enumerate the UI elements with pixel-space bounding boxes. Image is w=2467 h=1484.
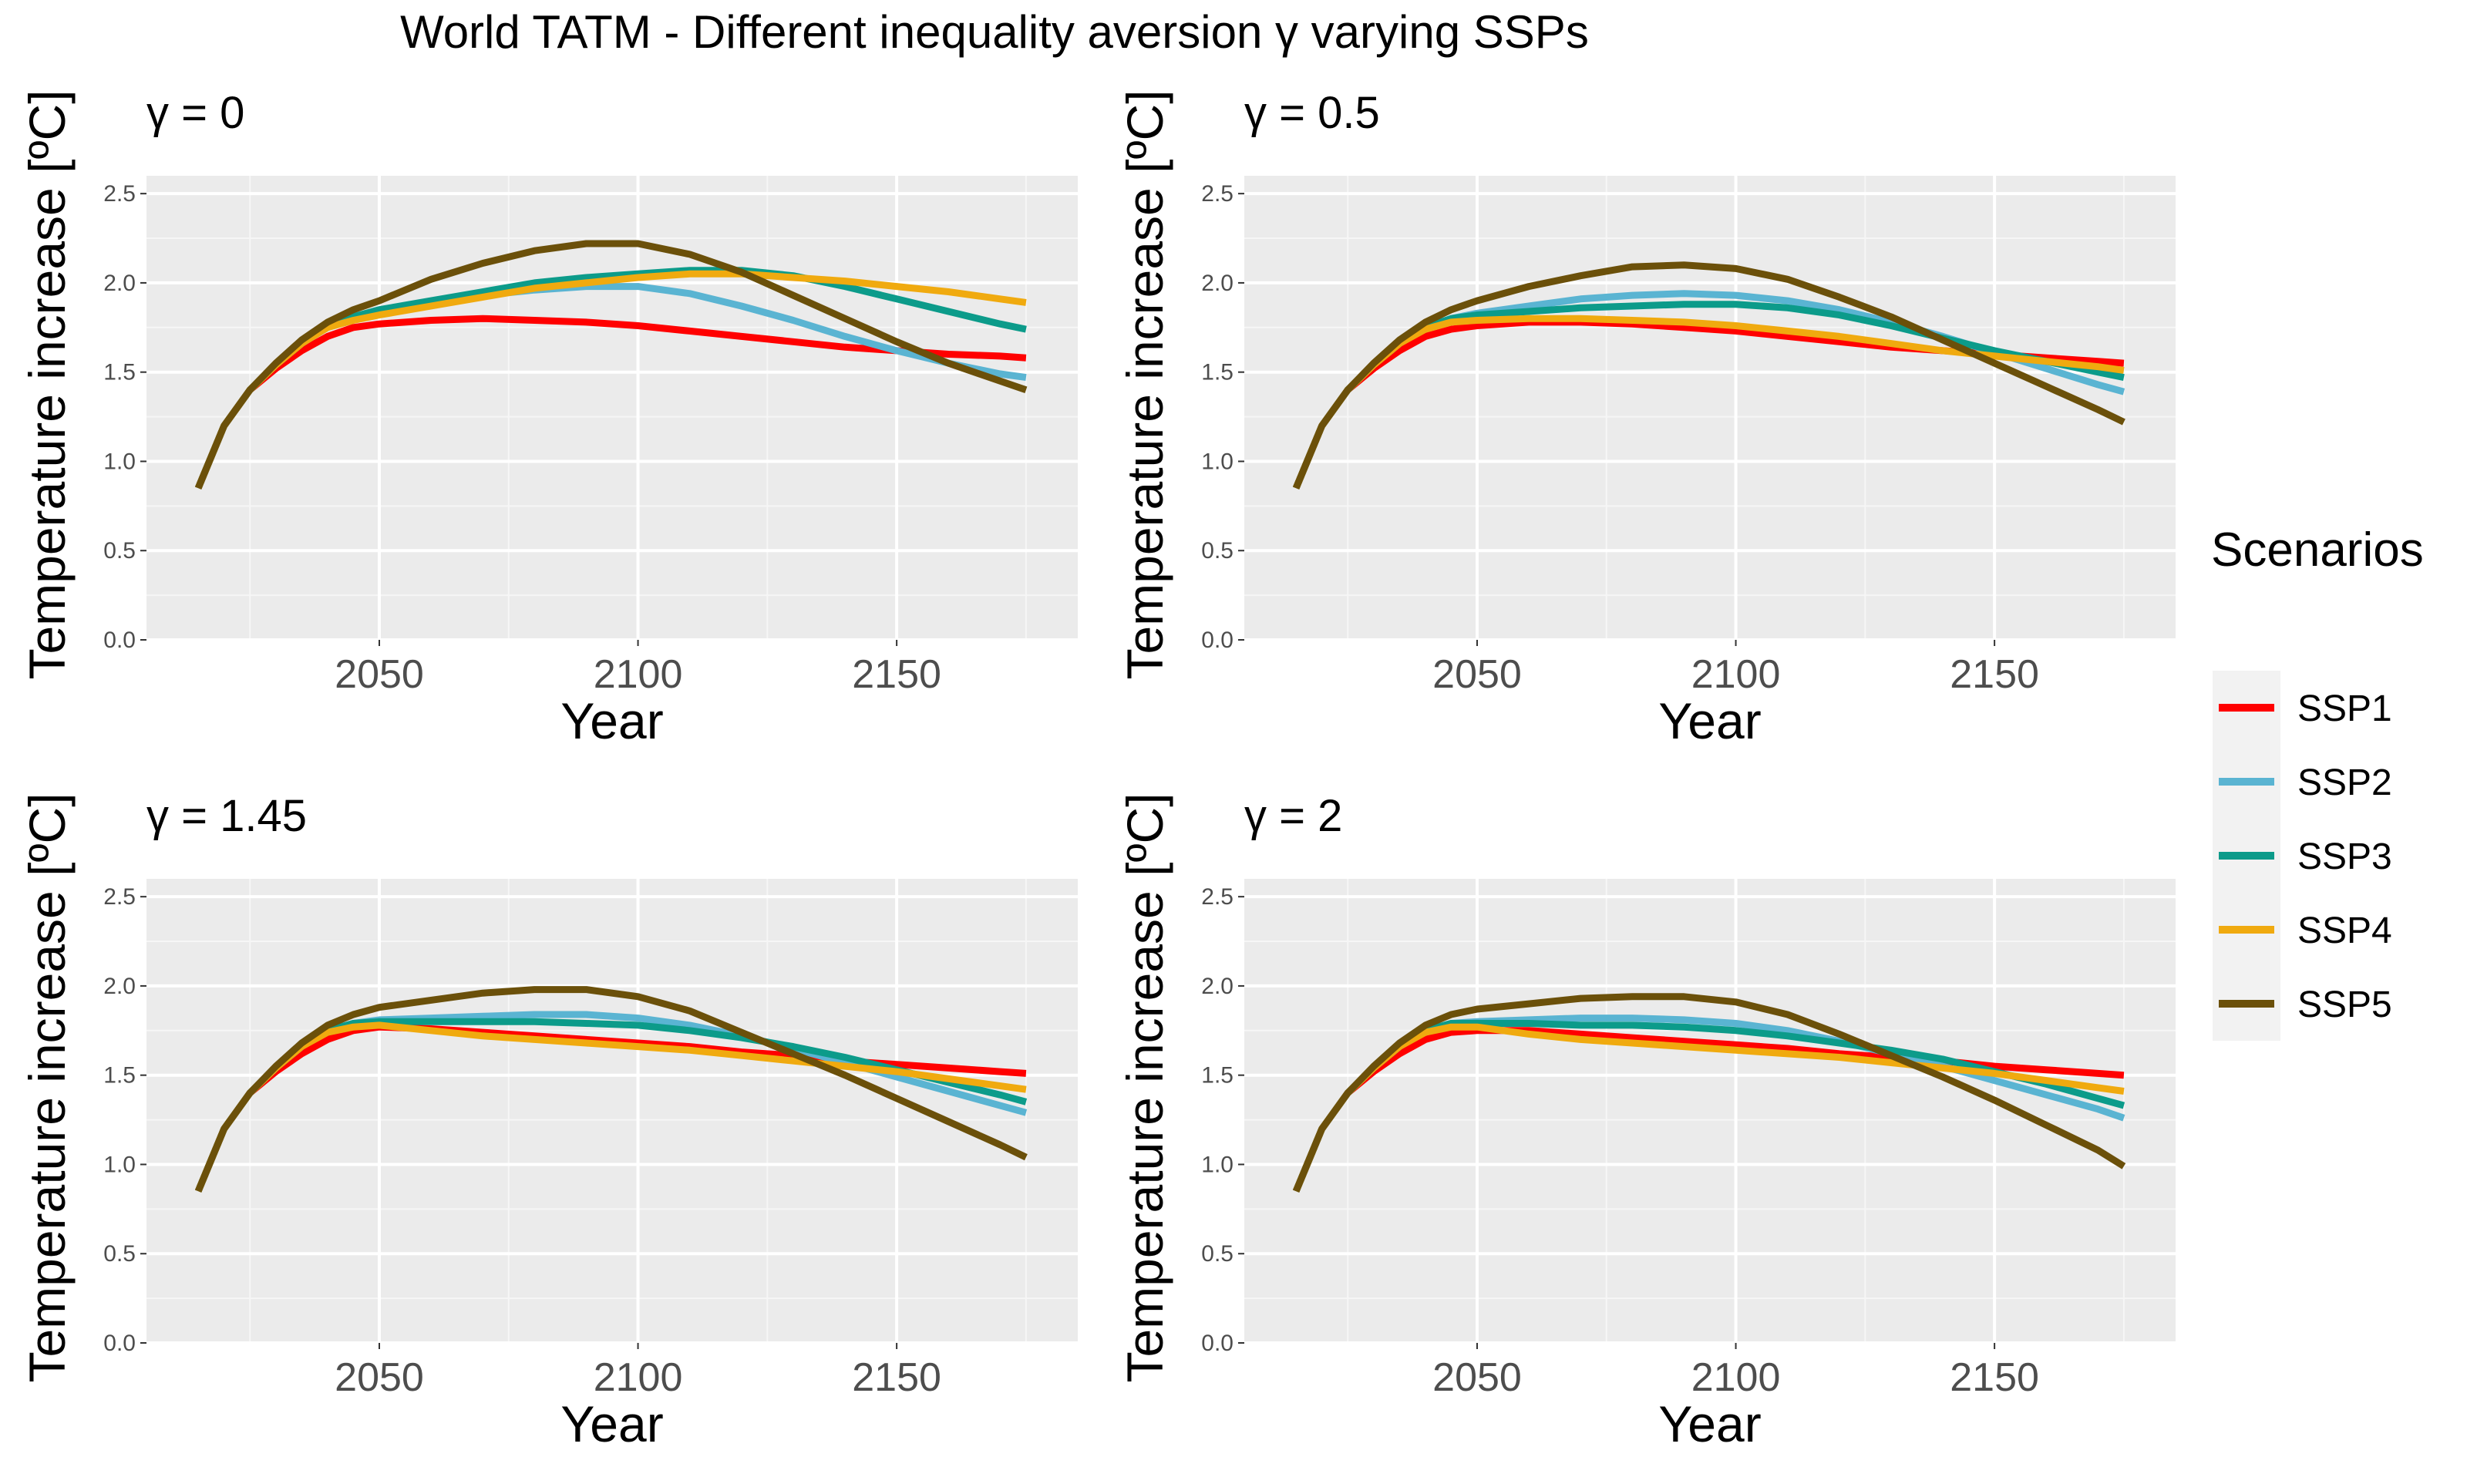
- panel-subtitle: γ = 1.45: [146, 791, 307, 841]
- y-tick-label: 2.0: [103, 974, 136, 999]
- y-tick-label: 2.5: [1201, 181, 1234, 207]
- y-tick-label: 0.5: [103, 538, 136, 564]
- series-line-ssp5: [1292, 261, 2125, 490]
- x-tick-label: 2050: [1432, 652, 1522, 697]
- y-tick-label: 1.0: [1201, 449, 1234, 474]
- panel-background: [146, 176, 1078, 640]
- y-axis-title: Temperature increase [ºC]: [1116, 89, 1173, 679]
- panel-background: [146, 879, 1078, 1343]
- y-tick-label: 1.0: [103, 449, 136, 474]
- y-tick-label: 2.5: [1201, 884, 1234, 910]
- y-tick-label: 1.5: [103, 360, 136, 385]
- series-line-ssp5: [1292, 993, 2126, 1193]
- x-tick-label: 2100: [594, 652, 683, 697]
- x-tick-label: 2100: [594, 1355, 683, 1400]
- x-axis-title: Year: [1658, 1395, 1761, 1452]
- x-axis-title: Year: [1658, 692, 1761, 749]
- panel-4: 0.0 0.5 1.0 1.5 2.0 2.5 2050 2100 2150 Year Temper…: [1116, 791, 2176, 1452]
- y-tick-label: 0.0: [1201, 1331, 1234, 1356]
- y-tick-label: 0.5: [1201, 538, 1234, 564]
- y-tick-label: 1.0: [103, 1152, 136, 1177]
- panel-subtitle: γ = 0.5: [1244, 88, 1380, 138]
- y-tick-label: 2.5: [103, 181, 136, 207]
- y-tick-label: 0.5: [1201, 1241, 1234, 1267]
- y-tick-label: 1.5: [1201, 1063, 1234, 1089]
- y-tick-label: 2.0: [1201, 974, 1234, 999]
- panel-1: 0.0 0.5 1.0 1.5 2.0 2.5 2050 2100 2150 Year Temper…: [19, 88, 1078, 749]
- y-axis-title: Temperature increase [ºC]: [19, 792, 76, 1382]
- legend: Scenarios SSP1 SSP2 SSP3 SSP4 SSP5: [2211, 523, 2424, 1041]
- y-tick-label: 0.0: [1201, 628, 1234, 653]
- legend-item-ssp1: SSP1: [2213, 671, 2392, 745]
- panel-3: 0.0 0.5 1.0 1.5 2.0 2.5 2050 2100 2150 Year Temper…: [19, 791, 1078, 1452]
- panel-subtitle: γ = 2: [1244, 791, 1342, 841]
- x-tick-label: 2150: [1950, 1355, 2039, 1400]
- panel-2: 0.0 0.5 1.0 1.5 2.0 2.5 2050 2100 2150 Year Temper…: [1116, 88, 2176, 749]
- legend-label: SSP2: [2297, 762, 2392, 803]
- x-tick-label: 2050: [335, 652, 424, 697]
- y-tick-label: 2.0: [1201, 271, 1234, 296]
- y-tick-label: 1.5: [103, 1063, 136, 1089]
- legend-title: Scenarios: [2211, 523, 2424, 577]
- panel-background: [1244, 176, 2176, 640]
- y-tick-label: 0.0: [103, 628, 136, 653]
- series-line-ssp5: [194, 986, 1028, 1193]
- y-axis-title: Temperature increase [ºC]: [19, 89, 76, 679]
- legend-item-ssp4: SSP4: [2213, 893, 2392, 967]
- panel-subtitle: γ = 0: [146, 88, 244, 138]
- x-tick-label: 2150: [852, 652, 941, 697]
- y-tick-label: 2.0: [103, 271, 136, 296]
- series-line-ssp5: [194, 240, 1028, 490]
- legend-label: SSP1: [2297, 688, 2392, 729]
- y-tick-label: 0.5: [103, 1241, 136, 1267]
- y-axis-title: Temperature increase [ºC]: [1116, 792, 1173, 1382]
- legend-item-ssp3: SSP3: [2213, 819, 2392, 893]
- x-axis-title: Year: [560, 692, 663, 749]
- legend-item-ssp2: SSP2: [2213, 745, 2392, 819]
- legend-label: SSP3: [2297, 836, 2392, 877]
- chart-title: World TATM - Different inequality aversi…: [400, 6, 1589, 58]
- x-tick-label: 2100: [1691, 652, 1781, 697]
- y-tick-label: 1.5: [1201, 360, 1234, 385]
- legend-item-ssp5: SSP5: [2213, 967, 2392, 1041]
- x-tick-label: 2050: [1432, 1355, 1522, 1400]
- y-tick-label: 0.0: [103, 1331, 136, 1356]
- y-tick-label: 2.5: [103, 884, 136, 910]
- panels-layer: 0.0 0.5 1.0 1.5 2.0 2.5 2050 2100 2150 Year Temper…: [19, 88, 2176, 1452]
- x-tick-label: 2150: [852, 1355, 941, 1400]
- x-tick-label: 2100: [1691, 1355, 1781, 1400]
- legend-label: SSP4: [2297, 910, 2392, 951]
- x-tick-label: 2150: [1950, 652, 2039, 697]
- x-axis-title: Year: [560, 1395, 663, 1452]
- y-tick-label: 1.0: [1201, 1152, 1234, 1177]
- legend-label: SSP5: [2297, 984, 2392, 1025]
- x-tick-label: 2050: [335, 1355, 424, 1400]
- panel-background: [1244, 879, 2176, 1343]
